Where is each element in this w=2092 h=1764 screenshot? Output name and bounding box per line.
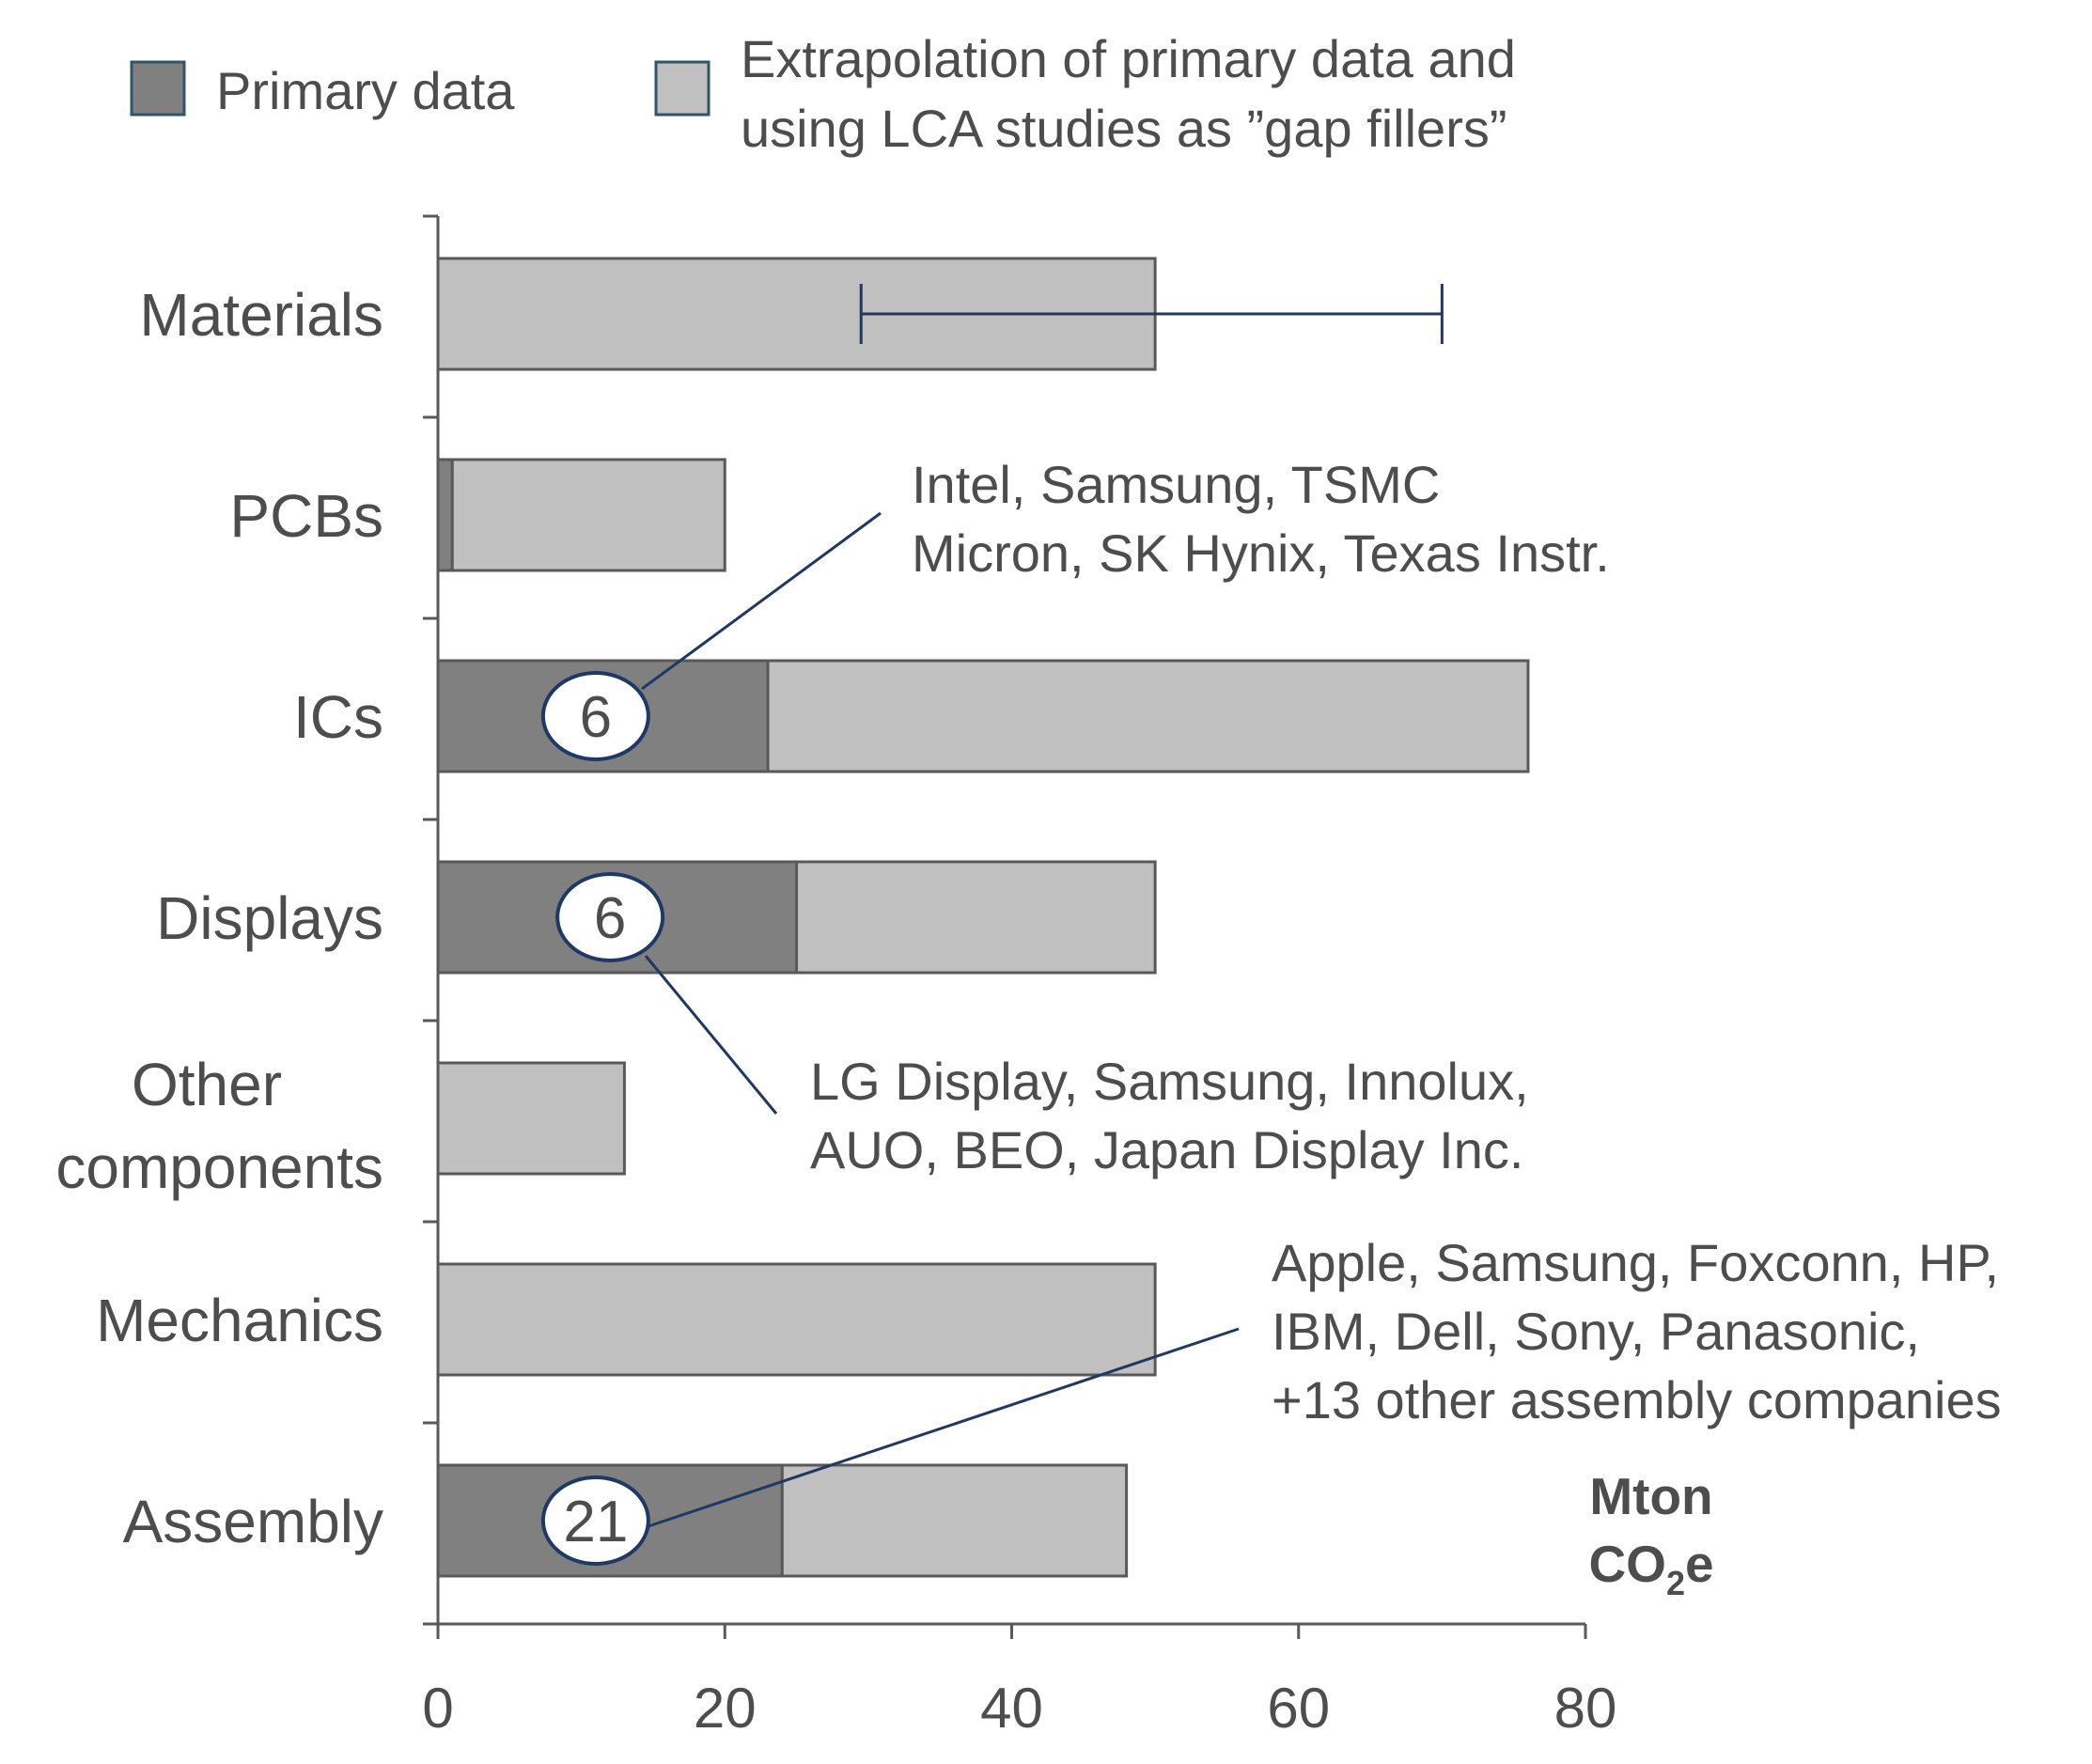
category-label-3: ICs bbox=[293, 683, 383, 751]
bar-extrapolation-2 bbox=[450, 458, 726, 572]
x-tick-label: 40 bbox=[980, 1677, 1043, 1740]
bar-extrapolation-5 bbox=[436, 1061, 626, 1176]
x-tick-labels: 0 20 40 60 80 bbox=[422, 1677, 1616, 1740]
x-tick-label: 20 bbox=[694, 1677, 757, 1740]
category-label-2: PCBs bbox=[229, 482, 383, 550]
x-tick-label: 60 bbox=[1267, 1677, 1330, 1740]
annotation-companies-2-line-2: AUO, BEO, Japan Display Inc. bbox=[810, 1120, 1523, 1179]
category-label-6: Mechanics bbox=[96, 1287, 383, 1354]
category-labels: Materials PCBs ICs Displays Other components M… bbox=[55, 281, 383, 1555]
legend-swatch-2 bbox=[654, 60, 710, 117]
annotation-badge-value-1: 6 bbox=[580, 685, 612, 750]
category-label-5-line-1: Other bbox=[132, 1051, 282, 1118]
bar-extrapolation-4 bbox=[795, 860, 1157, 975]
annotation-companies-1-line-1: Intel, Samsung, TSMC bbox=[912, 455, 1440, 514]
unit-subscript: 2 bbox=[1666, 1564, 1685, 1602]
annotation-badge-3 bbox=[540, 1475, 650, 1566]
annotation-badge-1 bbox=[540, 671, 650, 761]
bar-extrapolation-7 bbox=[780, 1463, 1129, 1578]
legend-label-1-line-1: Primary data bbox=[216, 61, 515, 120]
x-tick-label: 80 bbox=[1554, 1677, 1617, 1740]
bar-extrapolation-3 bbox=[766, 659, 1530, 773]
unit-label-line2: CO2e bbox=[1588, 1535, 1713, 1602]
annotation-companies-1-line-2: Micron, SK Hynix, Texas Instr. bbox=[912, 523, 1610, 583]
unit-label: Mton CO2e bbox=[1588, 1467, 1713, 1602]
bar-extrapolation-6 bbox=[436, 1262, 1157, 1377]
annotation-leader-line-1 bbox=[641, 511, 882, 691]
unit-label-line1: Mton bbox=[1589, 1467, 1712, 1525]
error-bar bbox=[859, 284, 1444, 344]
legend: Primary data Extrapolation of primary dat… bbox=[130, 29, 1516, 158]
annotation-companies-2-line-1: LG Display, Samsung, Innolux, bbox=[810, 1052, 1529, 1111]
annotation-companies-3-line-1: Apple, Samsung, Foxconn, HP, bbox=[1272, 1233, 1999, 1292]
category-label-1: Materials bbox=[139, 281, 383, 349]
annotation-badge-value-3: 21 bbox=[563, 1490, 628, 1554]
legend-swatch-1 bbox=[130, 60, 186, 117]
annotation-companies-3-line-2: IBM, Dell, Sony, Panasonic, bbox=[1272, 1302, 1920, 1361]
annotation-leader-line-3 bbox=[645, 1327, 1240, 1529]
annotations: 6 Intel, Samsung, TSMC Micron, SK Hynix, T… bbox=[540, 455, 2002, 1566]
x-tick-label: 0 bbox=[422, 1677, 453, 1740]
category-label-7: Assembly bbox=[123, 1488, 383, 1555]
category-label-4: Displays bbox=[156, 884, 383, 952]
unit-co: CO bbox=[1588, 1535, 1666, 1593]
annotation-leader-line-2 bbox=[644, 955, 778, 1115]
legend-label-2-line-1: Extrapolation of primary data and bbox=[741, 29, 1516, 88]
category-label-5-line-2: components bbox=[55, 1133, 383, 1201]
axes bbox=[423, 214, 1587, 1639]
annotation-badge-value-2: 6 bbox=[594, 886, 626, 951]
annotation-badge-2 bbox=[555, 872, 665, 962]
legend-label-2-line-2: using LCA studies as ”gap fillers” bbox=[741, 99, 1507, 158]
bar-primary-2 bbox=[436, 458, 454, 572]
annotation-companies-3-line-3: +13 other assembly companies bbox=[1272, 1370, 2002, 1429]
unit-e: e bbox=[1685, 1535, 1714, 1593]
